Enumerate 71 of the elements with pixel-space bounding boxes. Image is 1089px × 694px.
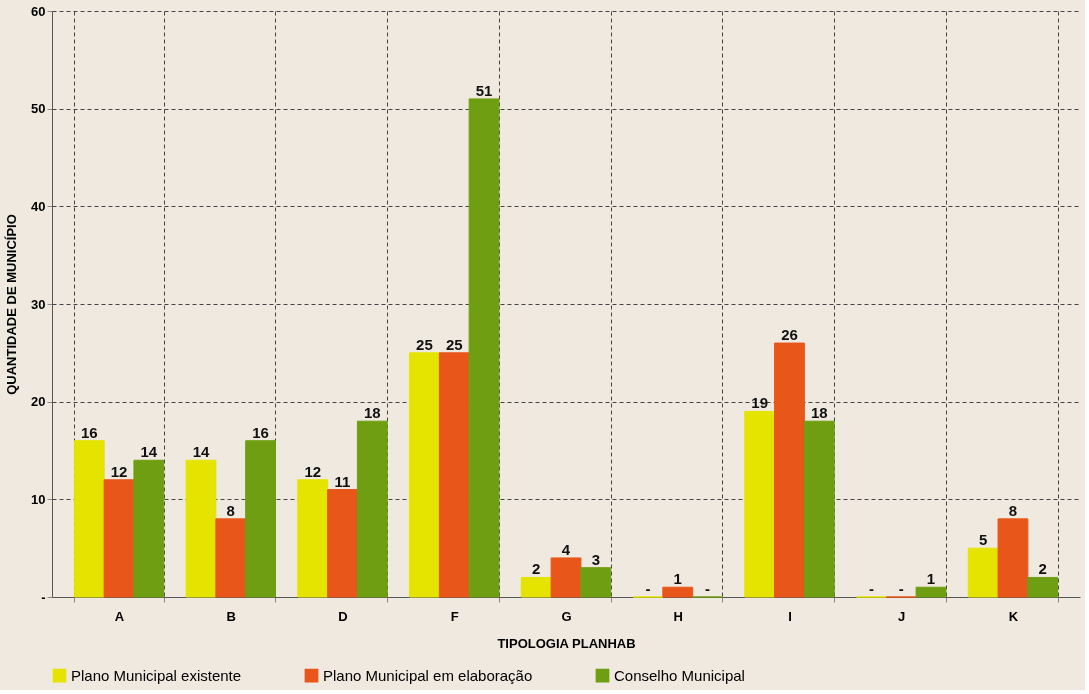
- y-tick-label: 10: [31, 491, 46, 507]
- data-label: 11: [334, 472, 351, 490]
- data-label: -: [705, 580, 711, 597]
- bar: [550, 557, 582, 598]
- x-tick-label: G: [561, 608, 572, 624]
- y-axis-title: QUANTIDADE DE MUNICÍPIO: [4, 214, 20, 395]
- x-tick-label: A: [114, 608, 125, 624]
- legend-label: Plano Municipal em elaboração: [323, 666, 533, 684]
- bar: [662, 586, 694, 598]
- x-tick-label: B: [226, 608, 236, 624]
- data-label: 1: [926, 570, 936, 588]
- x-tick-label: F: [450, 608, 459, 624]
- data-label: 5: [978, 531, 988, 549]
- bar: [580, 567, 612, 598]
- bar: [356, 420, 388, 598]
- data-label: 14: [192, 443, 210, 461]
- bar: [409, 352, 440, 598]
- data-label: 14: [140, 443, 158, 461]
- bar: [1027, 576, 1059, 598]
- data-label: 18: [363, 404, 381, 422]
- bar: [803, 420, 835, 598]
- bar: [967, 547, 999, 598]
- bar: [327, 489, 358, 598]
- bar: [744, 410, 776, 598]
- x-axis-title: TIPOLOGIA PLANHAB: [497, 635, 636, 651]
- data-label: 1: [673, 570, 682, 588]
- data-label: 19: [751, 394, 769, 412]
- data-label: -: [645, 580, 651, 597]
- data-label: 8: [226, 501, 235, 519]
- bar: [103, 479, 135, 598]
- x-tick-label: D: [338, 608, 348, 624]
- bar: [297, 479, 329, 598]
- y-tick-label: 20: [31, 394, 46, 410]
- bar: [245, 440, 276, 598]
- bar: [133, 459, 165, 598]
- data-label: 16: [80, 423, 98, 441]
- bar: [73, 440, 105, 598]
- data-label: 12: [110, 462, 128, 480]
- bar: [185, 459, 217, 598]
- data-label: 51: [475, 81, 493, 99]
- y-tick-label: 40: [31, 198, 46, 214]
- data-label: 2: [1038, 560, 1047, 578]
- data-label: 8: [1008, 501, 1018, 519]
- y-tick-label: 50: [31, 101, 46, 117]
- data-label: 25: [445, 335, 463, 353]
- bar: [915, 586, 947, 598]
- bar: [215, 518, 247, 598]
- data-label: 16: [252, 423, 269, 441]
- bar: [468, 98, 500, 598]
- data-label: 2: [532, 560, 541, 578]
- legend-label: Conselho Municipal: [614, 666, 745, 684]
- data-label: 25: [416, 335, 433, 353]
- x-tick-label: J: [898, 608, 906, 624]
- bar: [520, 576, 552, 598]
- data-label: 26: [781, 326, 798, 344]
- data-label: -: [868, 580, 874, 597]
- legend-label: Plano Municipal existente: [71, 666, 242, 684]
- x-tick-label: K: [1008, 608, 1019, 624]
- x-tick-label: H: [673, 608, 683, 624]
- y-tick-label: -: [41, 589, 46, 605]
- bar: [774, 342, 805, 598]
- data-label: 3: [591, 550, 600, 568]
- bar: [997, 518, 1029, 598]
- data-label: 4: [561, 540, 571, 558]
- y-tick-label: 60: [31, 3, 46, 19]
- data-label: 18: [810, 404, 828, 422]
- y-tick-label: 30: [31, 296, 46, 312]
- bar: [438, 352, 470, 598]
- data-label: -: [898, 580, 904, 597]
- x-tick-label: I: [788, 608, 792, 624]
- data-label: 12: [304, 462, 322, 480]
